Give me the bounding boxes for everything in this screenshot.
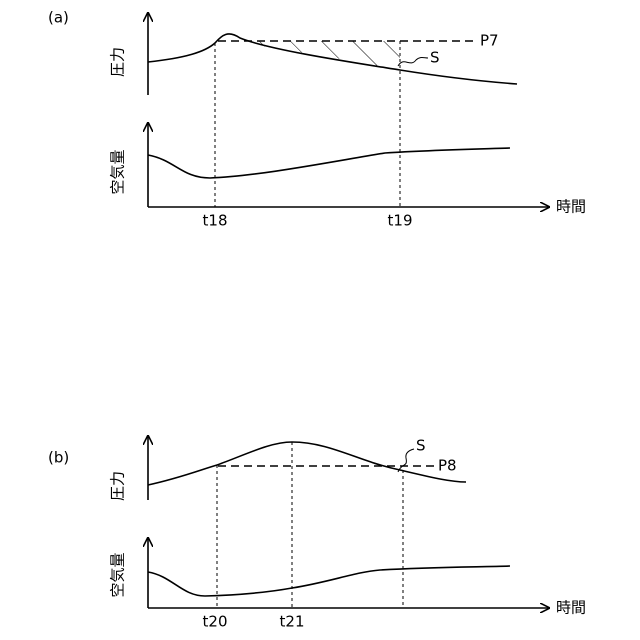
y-label: 空気量 (109, 552, 127, 597)
panel-label: (a) (48, 9, 69, 27)
area-label: S (416, 437, 426, 455)
y-label: 圧力 (109, 47, 127, 77)
y-label: 空気量 (109, 149, 127, 194)
diagram: (a) 圧力 空気量 P7 S t18 t19 時間 (b) 圧力 空気量 P8… (0, 0, 640, 640)
panel-a: (a) 圧力 空気量 P7 S t18 t19 時間 (48, 9, 586, 230)
leader (398, 449, 414, 472)
time-label: t21 (280, 613, 305, 631)
y-label: 圧力 (109, 471, 127, 501)
panel-label: (b) (48, 449, 69, 467)
threshold-label: P7 (480, 32, 499, 50)
air-curve (148, 148, 510, 178)
x-label: 時間 (556, 198, 586, 216)
air-curve (148, 566, 510, 596)
time-label: t20 (203, 613, 228, 631)
panel-b: (b) 圧力 空気量 P8 S t20 t21 時間 (48, 436, 586, 631)
x-label: 時間 (556, 599, 586, 617)
leader (398, 58, 428, 67)
area-label: S (430, 49, 440, 67)
threshold-label: P8 (438, 457, 457, 475)
time-label: t19 (388, 212, 413, 230)
time-label: t18 (203, 212, 228, 230)
